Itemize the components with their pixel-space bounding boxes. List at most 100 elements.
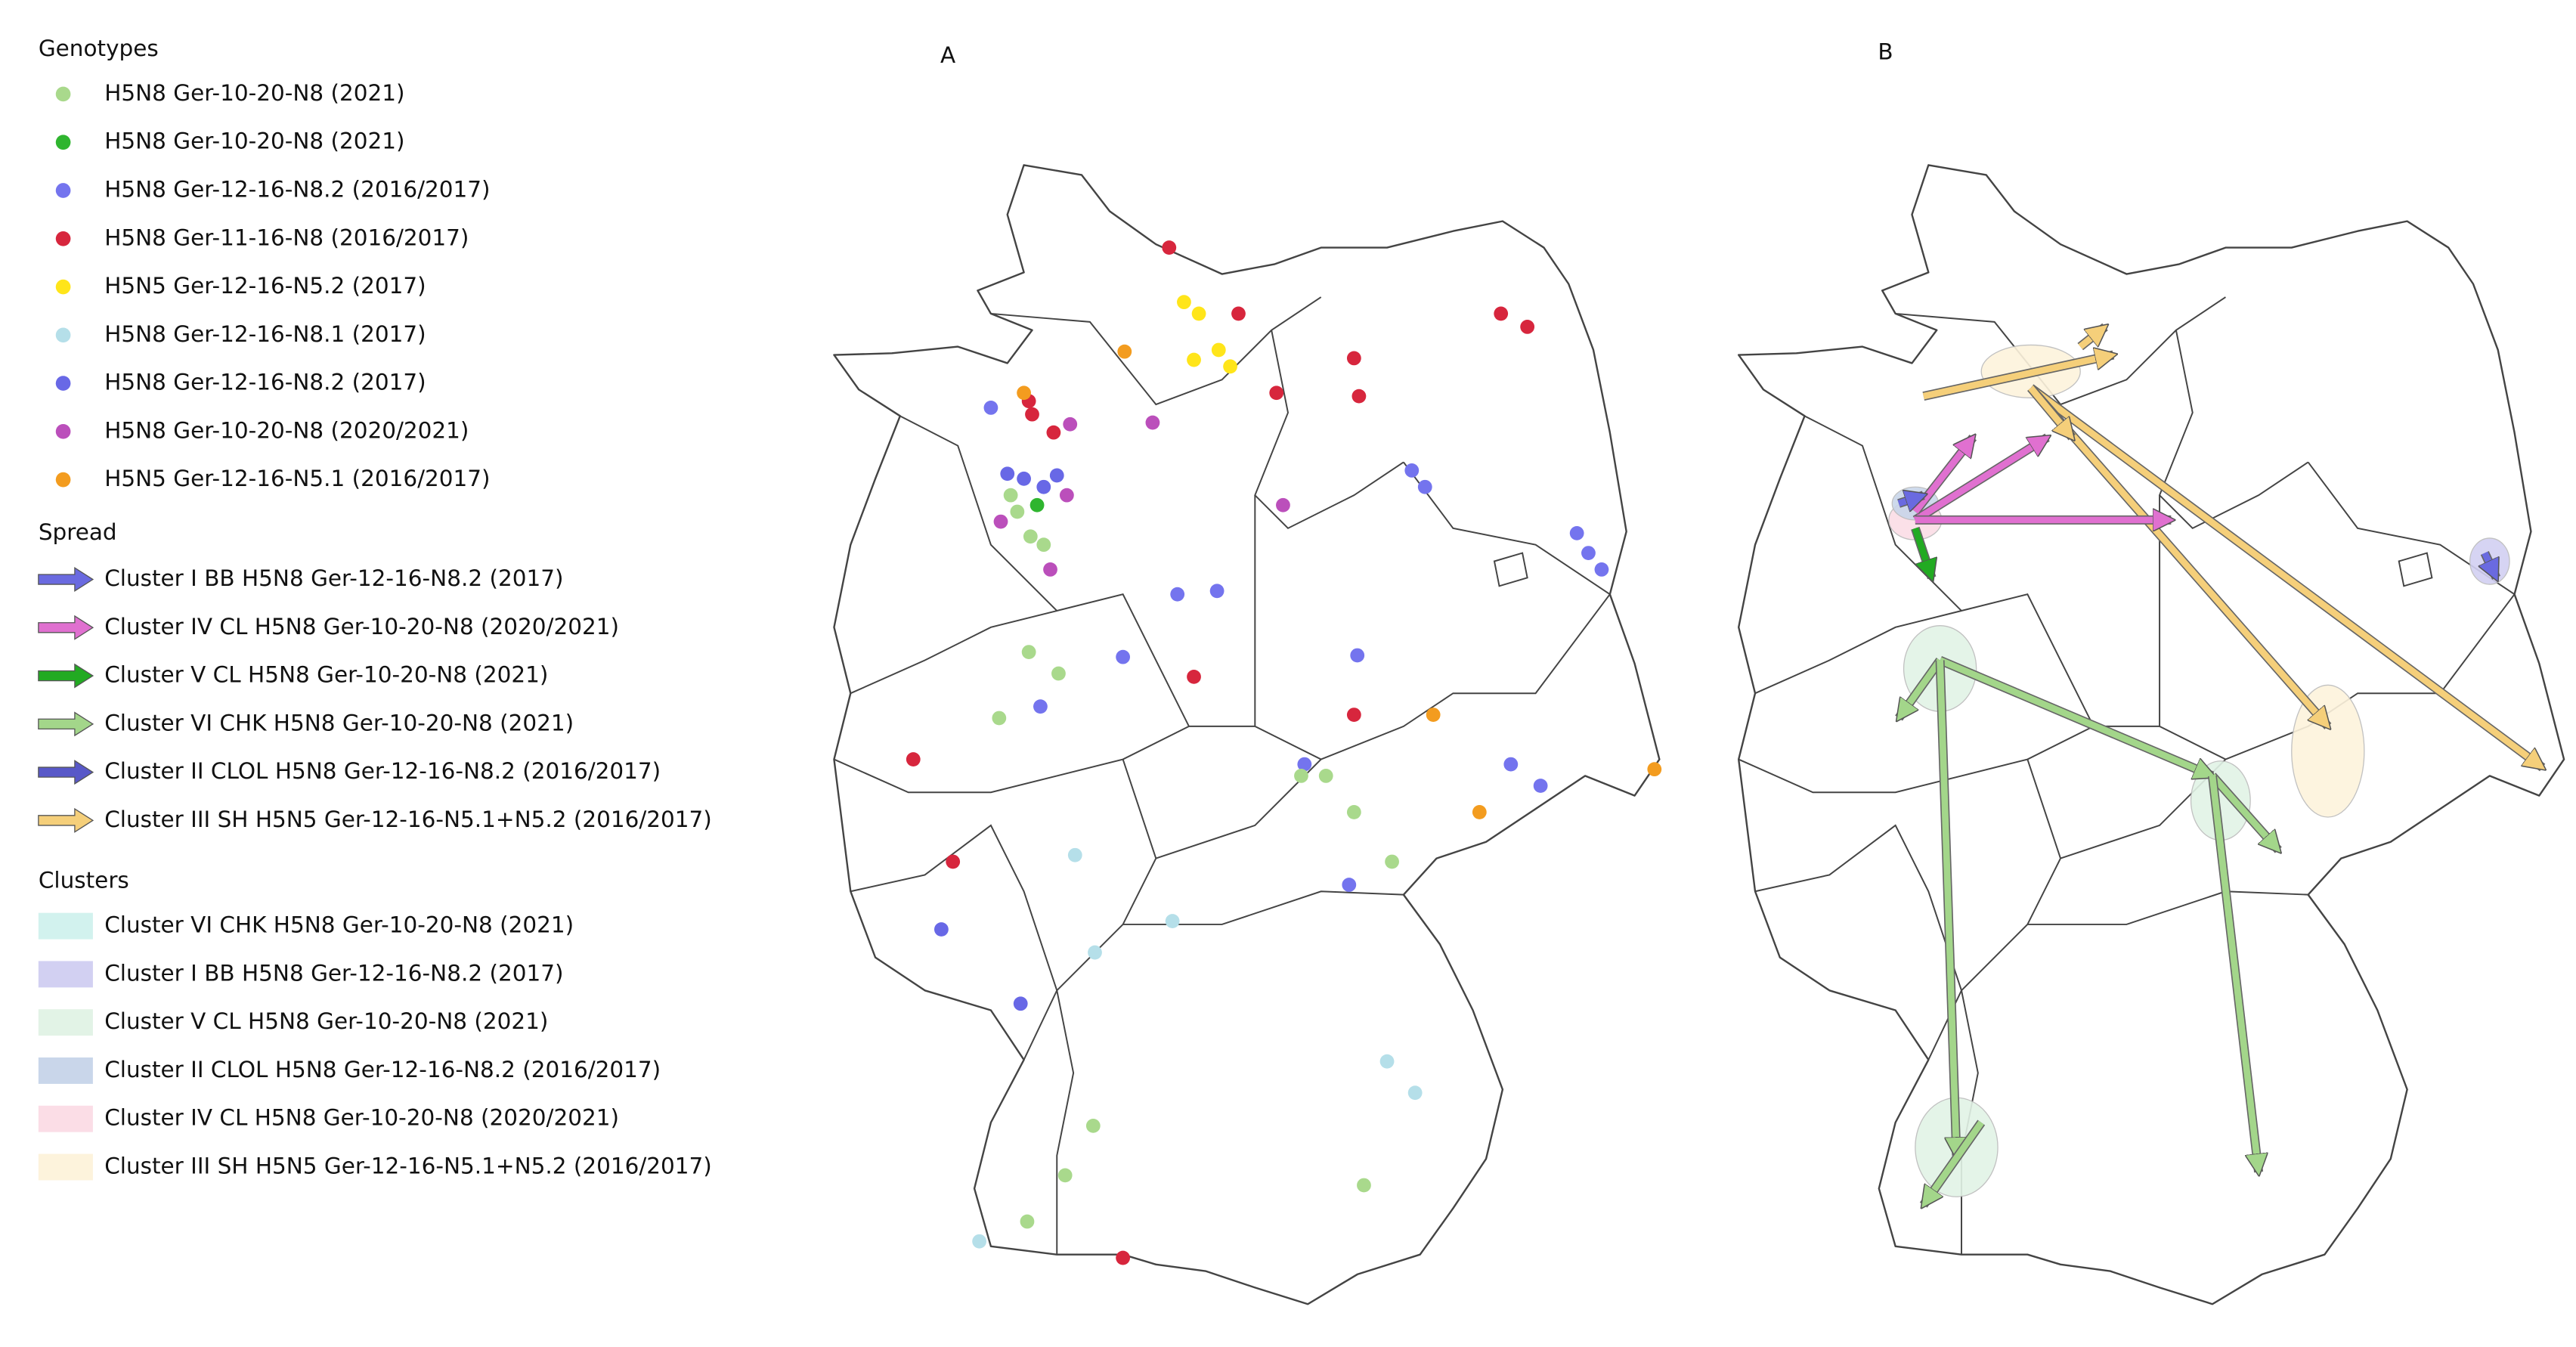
spread-arrow bbox=[1922, 355, 2113, 400]
legend-label: Cluster V CL H5N8 Ger-10-20-N8 (2021) bbox=[104, 1008, 548, 1034]
spread-arrow bbox=[2028, 386, 2073, 438]
outbreak-point bbox=[1003, 488, 1018, 503]
outbreak-point bbox=[1036, 479, 1051, 494]
outbreak-point bbox=[1346, 805, 1361, 819]
outbreak-point bbox=[1357, 1178, 1371, 1193]
spread-arrow bbox=[2029, 385, 2543, 767]
outbreak-point bbox=[1010, 504, 1025, 519]
outbreak-point bbox=[1116, 1250, 1131, 1265]
outbreak-point bbox=[1029, 497, 1045, 512]
legend-swatch bbox=[38, 1153, 93, 1181]
outbreak-point bbox=[1350, 648, 1365, 663]
spread-arrow bbox=[2209, 773, 2278, 850]
legend-swatch bbox=[38, 663, 94, 689]
map-a bbox=[833, 164, 1661, 1305]
outbreak-point bbox=[1269, 386, 1284, 401]
outbreak-point bbox=[1046, 425, 1061, 440]
outbreak-point bbox=[1187, 669, 1201, 684]
spread-arrow bbox=[2028, 386, 2328, 726]
outbreak-point bbox=[1594, 562, 1609, 577]
outbreak-point bbox=[1297, 757, 1312, 772]
legend-swatch bbox=[55, 231, 71, 246]
legend-label: Cluster IV CL H5N8 Ger-10-20-N8 (2020/20… bbox=[104, 614, 619, 639]
legend-swatch bbox=[55, 327, 71, 343]
spread-arrow bbox=[1912, 527, 1932, 578]
legend-swatch bbox=[55, 135, 71, 150]
legend-swatch bbox=[55, 424, 71, 439]
outbreak-point bbox=[1000, 466, 1015, 482]
outbreak-point bbox=[1209, 584, 1225, 599]
legend-label: Cluster IV CL H5N8 Ger-10-20-N8 (2020/20… bbox=[104, 1105, 619, 1131]
legend-heading: Genotypes bbox=[39, 36, 159, 61]
outbreak-point bbox=[972, 1234, 987, 1249]
outbreak-point bbox=[1013, 996, 1028, 1011]
outbreak-point bbox=[1385, 854, 1399, 869]
spread-arrow bbox=[1924, 1120, 1984, 1205]
legend-swatch bbox=[38, 711, 94, 737]
outbreak-point bbox=[1346, 708, 1361, 722]
spread-arrow bbox=[1938, 657, 2212, 776]
cluster-area bbox=[2291, 684, 2365, 818]
spread-arrow bbox=[2209, 775, 2259, 1172]
outbreak-point bbox=[946, 854, 961, 869]
outbreak-point bbox=[906, 752, 921, 766]
outbreak-point bbox=[1647, 762, 1662, 777]
legend-label: Cluster II CLOL H5N8 Ger-12-16-N8.2 (201… bbox=[104, 758, 661, 784]
outbreak-point bbox=[1223, 359, 1237, 374]
panel-label: B bbox=[1878, 39, 1893, 64]
outbreak-point bbox=[1025, 407, 1039, 422]
outbreak-point bbox=[1033, 699, 1048, 714]
outbreak-point bbox=[1294, 769, 1308, 783]
outbreak-point bbox=[1191, 306, 1206, 321]
outbreak-point bbox=[1318, 769, 1333, 783]
outbreak-point bbox=[1346, 351, 1361, 366]
legend-label: H5N5 Ger-12-16-N5.1 (2016/2017) bbox=[104, 466, 490, 491]
legend-label: H5N8 Ger-12-16-N8.1 (2017) bbox=[104, 321, 426, 347]
outbreak-point bbox=[1049, 468, 1064, 483]
outbreak-point bbox=[1165, 914, 1180, 928]
outbreak-point bbox=[1043, 562, 1057, 577]
outbreak-point bbox=[1051, 666, 1066, 681]
legend: Genotypes H5N8 Ger-10-20-N8 (2021) H5N8 Ge… bbox=[38, 36, 712, 1181]
legend-label: H5N8 Ger-10-20-N8 (2021) bbox=[104, 80, 404, 106]
outbreak-point bbox=[1407, 1085, 1423, 1101]
panel-label: A bbox=[940, 42, 955, 68]
outbreak-point bbox=[993, 514, 1008, 529]
legend-swatch bbox=[38, 1105, 93, 1132]
outbreak-point bbox=[934, 922, 949, 937]
outbreak-point bbox=[1088, 945, 1102, 960]
outbreak-point bbox=[1404, 463, 1420, 478]
legend-swatch bbox=[55, 376, 71, 391]
spread-arrow bbox=[2078, 327, 2105, 350]
legend-heading: Spread bbox=[39, 519, 117, 545]
outbreak-point bbox=[1020, 1214, 1035, 1229]
legend-label: H5N8 Ger-11-16-N8 (2016/2017) bbox=[104, 224, 469, 250]
legend-swatch bbox=[38, 1057, 93, 1084]
outbreak-point bbox=[1059, 488, 1074, 503]
outbreak-point bbox=[1472, 805, 1487, 819]
legend-label: H5N8 Ger-12-16-N8.2 (2016/2017) bbox=[104, 177, 490, 203]
legend-label: Cluster I BB H5N8 Ger-12-16-N8.2 (2017) bbox=[104, 565, 563, 591]
outbreak-point bbox=[1351, 389, 1367, 404]
outbreak-point bbox=[1426, 708, 1441, 722]
outbreak-point bbox=[1162, 240, 1177, 255]
spread-arrows bbox=[1888, 327, 2543, 1205]
legend-swatch bbox=[55, 472, 71, 488]
spread-arrow bbox=[1937, 660, 1957, 1156]
outbreak-point bbox=[1342, 878, 1357, 892]
outbreak-point bbox=[1017, 386, 1031, 401]
spread-arrow bbox=[1897, 495, 1924, 503]
legend-swatch bbox=[38, 912, 93, 940]
outbreak-point bbox=[1116, 649, 1131, 664]
legend-label: H5N8 Ger-12-16-N8.2 (2017) bbox=[104, 370, 426, 395]
outbreak-point bbox=[1145, 415, 1160, 430]
legend-swatch bbox=[38, 567, 94, 593]
legend-swatch bbox=[38, 760, 94, 785]
outbreak-point bbox=[1503, 757, 1519, 772]
legend-label: H5N5 Ger-12-16-N5.2 (2017) bbox=[104, 273, 426, 299]
outbreak-point bbox=[1036, 537, 1051, 553]
outbreak-point bbox=[1276, 497, 1290, 512]
outbreak-point bbox=[1520, 320, 1535, 334]
legend-label: Cluster III SH H5N5 Ger-12-16-N5.1+N5.2 … bbox=[104, 807, 712, 832]
outbreak-point bbox=[1187, 352, 1201, 367]
